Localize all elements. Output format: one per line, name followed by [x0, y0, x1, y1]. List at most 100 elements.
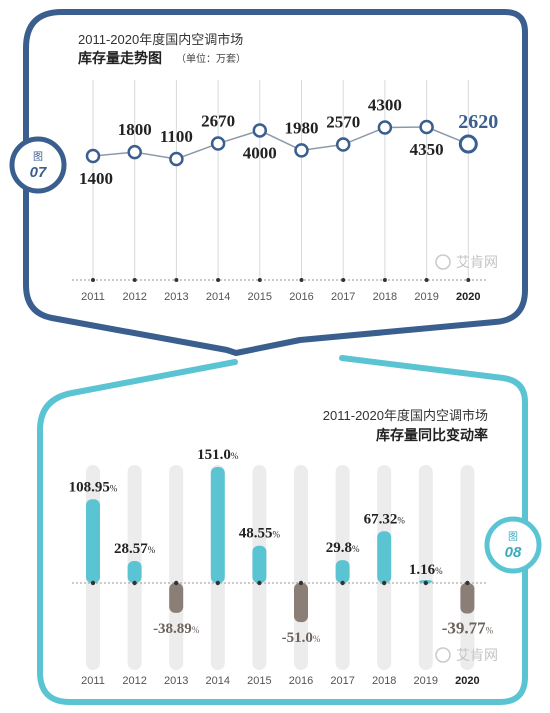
bar-2013	[169, 583, 184, 613]
x-tick-2014: 2014	[206, 291, 230, 303]
baseline-tick-2015	[257, 278, 262, 282]
track-2020	[460, 465, 475, 670]
chart-08-frame	[37, 355, 528, 705]
chart-08-subtitle: 库存量同比变动率	[376, 427, 488, 443]
chart-07-watermark: 艾肯网	[435, 254, 498, 270]
badge-08-number: 08	[505, 544, 522, 561]
percent-sign: %	[110, 483, 118, 493]
x-tick-2012: 2012	[122, 291, 146, 303]
data-label-2017: 29.8%	[326, 540, 360, 556]
chart-07-title-block: 2011-2020年度国内空调市场 库存量走势图 （单位：万套）	[78, 32, 246, 66]
zero-tick-2018	[382, 580, 387, 586]
percent-sign: %	[397, 515, 405, 525]
x-tick-2011: 2011	[81, 291, 105, 303]
x-tick-2015: 2015	[247, 675, 271, 687]
x-tick-2019: 2019	[414, 291, 438, 303]
baseline-tick-2020	[466, 278, 471, 282]
baseline-tick-2014	[216, 278, 221, 282]
data-label-2013: -38.89%	[153, 621, 200, 637]
zero-tick-2014	[215, 580, 220, 586]
baseline-tick-2017	[341, 278, 346, 282]
x-tick-2012: 2012	[122, 675, 146, 687]
zero-tick-2013	[174, 580, 179, 586]
x-tick-2011: 2011	[81, 675, 105, 687]
chart-08-watermark: 艾肯网	[435, 647, 498, 663]
point-2019	[419, 119, 434, 135]
x-tick-2017: 2017	[330, 675, 354, 687]
badge-07-number: 07	[30, 164, 47, 181]
chart-07-subtitle: 库存量走势图	[78, 50, 162, 66]
baseline-tick-2018	[382, 278, 387, 282]
chart-08-title-block: 2011-2020年度国内空调市场 库存量同比变动率	[323, 408, 488, 443]
data-label-2013: 1100	[160, 127, 193, 146]
badge-07-ring	[9, 136, 67, 194]
track-2019	[418, 465, 433, 670]
data-label-2016: -51.0%	[282, 630, 321, 646]
chart-08-plot: 108.95% 28.57% -38.89% 151.0% 48.55% -51.0% 29…	[69, 447, 494, 687]
watermark-07: 艾肯网	[456, 254, 498, 270]
percent-sign: %	[313, 634, 321, 644]
data-label-2015: 48.55%	[239, 526, 281, 542]
bar-2018	[377, 531, 392, 583]
x-tick-2018: 2018	[373, 291, 397, 303]
point-2014	[210, 136, 226, 151]
zero-tick-2020	[465, 580, 470, 586]
chart-08-badge: 图 08	[484, 516, 542, 574]
percent-sign: %	[435, 566, 443, 576]
point-2012	[127, 144, 142, 160]
chart-07-plot: 1400 1800 1100 2670 4000 1980 2570 4300 4350 2620…	[72, 80, 498, 303]
data-label-2020: -39.77%	[442, 619, 494, 638]
zero-tick-2016	[298, 580, 304, 586]
badge-08-ring	[484, 516, 542, 574]
bar-2020	[460, 583, 475, 614]
data-label-2012: 28.57%	[114, 541, 156, 557]
percent-sign: %	[231, 451, 239, 461]
chart-08-title: 2011-2020年度国内空调市场	[323, 408, 488, 423]
data-label-2014: 2670	[201, 112, 235, 131]
x-tick-2016: 2016	[289, 675, 313, 687]
chart-07-unit: （单位：万套）	[176, 52, 246, 65]
point-2015	[252, 123, 268, 138]
x-tick-2015: 2015	[248, 291, 272, 303]
zero-tick-2011	[90, 580, 96, 586]
percent-sign: %	[192, 625, 200, 635]
chart-07-badge: 图 07	[9, 136, 67, 194]
bar-2015	[252, 545, 267, 583]
x-tick-2014: 2014	[206, 675, 230, 687]
bar-2011	[86, 499, 100, 583]
watermark-logo-icon	[435, 647, 451, 663]
chart-07-border	[23, 9, 528, 356]
watermark-08: 艾肯网	[456, 647, 498, 663]
point-2016	[294, 143, 309, 158]
badge-08-label: 图	[508, 531, 518, 543]
data-label-2011: 108.95%	[69, 479, 118, 495]
point-2011	[85, 148, 101, 164]
point-2018	[377, 120, 393, 135]
bar-2017	[335, 560, 350, 583]
zero-tick-2019	[423, 580, 428, 586]
badge-07-label: 图	[33, 151, 43, 163]
zero-tick-2015	[257, 580, 262, 586]
x-tick-2013: 2013	[164, 291, 188, 303]
data-label-2016: 1980	[285, 118, 319, 137]
percent-sign: %	[273, 530, 281, 540]
bar-2014	[210, 467, 225, 583]
x-tick-2016: 2016	[289, 291, 313, 303]
data-label-2017: 2570	[326, 113, 360, 132]
track-2013	[169, 465, 184, 670]
x-tick-2017: 2017	[331, 291, 355, 303]
x-tick-2018: 2018	[372, 675, 396, 687]
point-2020	[458, 134, 478, 154]
point-2017	[335, 137, 351, 152]
baseline-tick-2013	[174, 278, 179, 282]
percent-sign: %	[486, 626, 494, 636]
baseline-tick-2016	[299, 278, 304, 282]
data-label-2019: 4350	[410, 140, 444, 159]
data-label-2019: 1.16%	[409, 562, 443, 578]
x-tick-2013: 2013	[164, 675, 188, 687]
data-label-2020: 2620	[458, 111, 498, 133]
baseline-tick-2012	[132, 278, 137, 282]
bar-2012	[127, 561, 142, 583]
percent-sign: %	[352, 544, 360, 554]
